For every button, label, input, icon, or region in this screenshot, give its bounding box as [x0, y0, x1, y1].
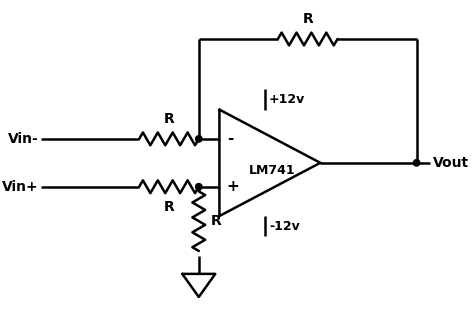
Text: R: R — [211, 214, 221, 228]
Text: R: R — [164, 200, 174, 213]
Text: R: R — [164, 112, 174, 126]
Text: +12v: +12v — [269, 93, 305, 106]
Text: -: - — [227, 131, 233, 146]
Text: Vin-: Vin- — [8, 132, 39, 146]
Text: Vin+: Vin+ — [2, 180, 39, 194]
Circle shape — [196, 136, 202, 142]
Text: LM741: LM741 — [248, 164, 295, 177]
Text: R: R — [302, 12, 313, 26]
Text: +: + — [227, 179, 239, 194]
Text: Vout: Vout — [433, 156, 469, 170]
Circle shape — [196, 184, 202, 190]
Circle shape — [413, 160, 420, 166]
Text: -12v: -12v — [269, 219, 300, 232]
